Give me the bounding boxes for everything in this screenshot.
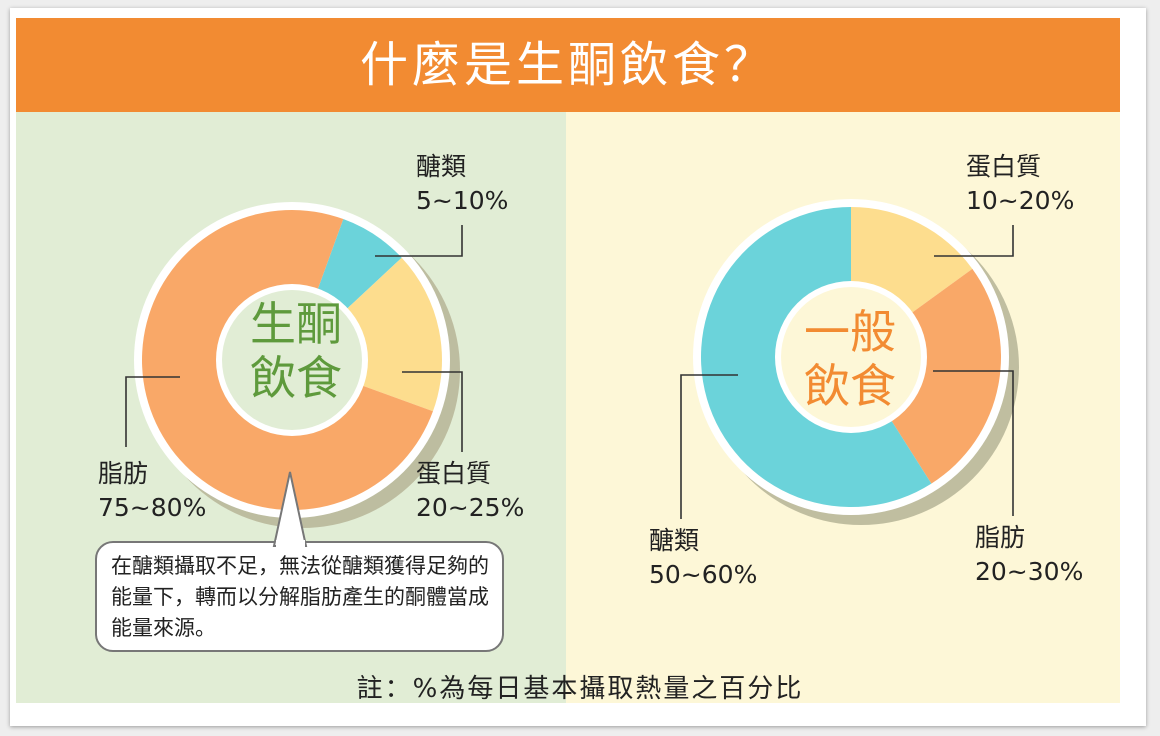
keto-fat-range: 75~80% (98, 493, 207, 522)
normal-protein-label: 蛋白質 10~20% (966, 150, 1074, 218)
page-title: 什麼是生酮飲食？ (359, 37, 776, 93)
normal-carbs-range: 50~60% (649, 560, 758, 589)
callout-pointer (272, 471, 308, 550)
normal-carbs-leader (680, 374, 738, 519)
keto-protein-leader (402, 371, 463, 452)
normal-center-label: 一般 飲食 (790, 305, 910, 413)
normal-protein-name: 蛋白質 (966, 152, 1042, 181)
normal-slice-fat (851, 268, 1001, 484)
keto-fat-leader (125, 376, 180, 447)
callout-pointer-shape (272, 471, 308, 547)
keto-carbs-name: 醣類 (416, 152, 467, 181)
normal-carbs-name: 醣類 (649, 526, 700, 555)
keto-carbs-leader (375, 225, 463, 257)
normal-hole (781, 287, 921, 427)
keto-protein-range: 20~25% (416, 493, 525, 522)
keto-hole (222, 290, 362, 430)
normal-protein-leader (934, 225, 1014, 257)
normal-center-line2: 飲食 (804, 359, 896, 413)
callout-pointer-joint (276, 540, 305, 550)
keto-center-label: 生酮 飲食 (236, 297, 356, 405)
normal-fat-label: 脂肪 20~30% (975, 521, 1083, 589)
normal-protein-range: 10~20% (966, 186, 1075, 215)
callout-text: 在醣類攝取不足，無法從醣類獲得足夠的能量下，轉而以分解脂肪產生的酮體當成能量來源… (111, 554, 489, 640)
footnote: 註：%為每日基本攝取熱量之百分比 (356, 674, 804, 704)
keto-center-line1: 生酮 (250, 297, 342, 351)
normal-fat-name: 脂肪 (975, 523, 1026, 552)
explanation-callout: 在醣類攝取不足，無法從醣類獲得足夠的能量下，轉而以分解脂肪產生的酮體當成能量來源… (95, 541, 504, 652)
keto-carbs-range: 5~10% (416, 186, 509, 215)
normal-carbs-label: 醣類 50~60% (649, 524, 757, 592)
normal-center-line1: 一般 (804, 305, 896, 359)
title-banner: 什麼是生酮飲食？ (16, 18, 1120, 112)
keto-fat-name: 脂肪 (98, 459, 149, 488)
keto-center-line2: 飲食 (250, 351, 342, 405)
keto-protein-label: 蛋白質 20~25% (416, 457, 524, 525)
keto-fat-label: 脂肪 75~80% (98, 457, 206, 525)
keto-carbs-label: 醣類 5~10% (416, 150, 508, 218)
normal-fat-range: 20~30% (975, 557, 1084, 586)
normal-fat-leader (933, 370, 1014, 516)
keto-protein-name: 蛋白質 (416, 459, 492, 488)
